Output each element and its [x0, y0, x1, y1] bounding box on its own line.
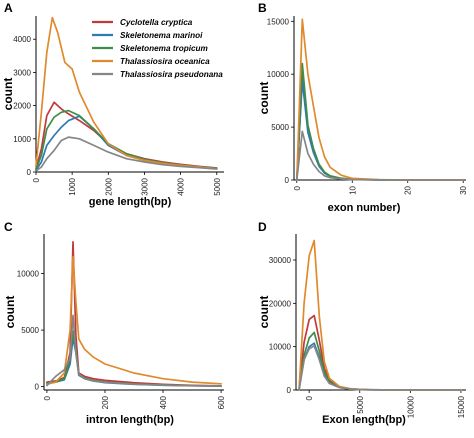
- panel-c-series-line-1: [46, 337, 222, 388]
- legend-label-0: Cyclotella cryptica: [120, 18, 193, 27]
- panel-a-x-tick-label: 3000: [140, 177, 149, 195]
- panel-d: D 0 10000 20000 30000 0 5000 10000 15000 Exon le…: [257, 220, 466, 426]
- panel-a-x-tick-label: 5000: [213, 177, 222, 195]
- panel-c-x-tick-label: 200: [101, 395, 110, 409]
- panel-a-x-tick-label: 1000: [68, 177, 77, 195]
- panel-c: C 0 5000 10000 0 200 400 600 intron length(bp) c…: [3, 220, 226, 426]
- panel-a-y-tick-label: 3000: [13, 68, 31, 77]
- panel-b-x-tick-label: 0: [293, 185, 302, 190]
- panel-a-x-label: gene length(bp): [89, 196, 172, 208]
- panel-c-y-tick-label: 0: [35, 383, 40, 392]
- panel-c-y-tick-label: 10000: [17, 270, 40, 279]
- panel-d-y-tick-label: 30000: [269, 256, 292, 265]
- panel-letter-c: C: [4, 220, 13, 234]
- panel-a-series-line-4: [35, 136, 218, 172]
- panel-d-y-tick-label: 20000: [269, 299, 292, 308]
- panel-b-x-tick-label: 30: [459, 185, 468, 194]
- panel-b-y-tick-label: 15000: [267, 17, 290, 26]
- panel-d-axes: 0 10000 20000 30000 0 5000 10000 15000 Exon leng…: [257, 234, 466, 426]
- panel-c-axes: 0 5000 10000 0 200 400 600 intron length(bp) cou…: [3, 234, 226, 426]
- panel-a-y-tick-label: 4000: [13, 35, 31, 44]
- panel-d-y-label: count: [257, 296, 271, 329]
- panel-b-y-tick-label: 10000: [267, 70, 290, 79]
- panel-b-series-line-3: [295, 18, 465, 181]
- panel-c-x-label: intron length(bp): [86, 414, 174, 426]
- legend-label-2: Skeletonema tropicum: [120, 44, 208, 53]
- panel-d-x-tick-label: 15000: [457, 395, 466, 418]
- panel-b-x-tick-label: 10: [348, 185, 357, 194]
- legend-label-3: Thalassiosira oceanica: [120, 57, 210, 66]
- panel-b-series-line-0: [295, 75, 465, 181]
- panel-b-x-label: exon number): [328, 202, 401, 214]
- panel-c-x-tick-label: 400: [159, 395, 168, 409]
- panel-d-x-tick-label: 10000: [406, 395, 415, 418]
- legend-label-1: Skeletonema marinoi: [120, 31, 203, 40]
- panel-a-series-line-1: [35, 115, 218, 172]
- panel-a-x-tick-label: 2000: [104, 177, 113, 195]
- panel-b-series: [295, 18, 465, 181]
- panel-d-x-tick-label: 0: [305, 395, 314, 400]
- panel-a-series-line-3: [35, 16, 218, 170]
- panel-d-y-tick-label: 10000: [269, 343, 292, 352]
- panel-b-series-line-4: [295, 130, 465, 181]
- panel-d-series: [298, 239, 462, 391]
- panel-b-axes: 0 5000 10000 15000 0 10 20 30 exon number) count: [257, 16, 468, 214]
- panel-b-y-tick-label: 5000: [271, 123, 289, 132]
- panel-b-x-tick-label: 20: [404, 185, 413, 194]
- panel-a-x-tick-label: 0: [32, 177, 41, 182]
- panel-b-series-line-1: [295, 79, 465, 181]
- panel-a: A 0 1000 2000 3000 4000 0 1000 2000 3000 4000 5000…: [1, 1, 224, 208]
- panel-c-series: [46, 241, 222, 388]
- panel-b: B 0 5000 10000 15000 0 10 20 30 exon number) coun…: [257, 1, 468, 214]
- legend-label-4: Thalassiosira pseudonana: [120, 70, 223, 79]
- panel-c-y-label: count: [3, 296, 17, 329]
- panel-c-x-tick-label: 0: [43, 395, 52, 400]
- panel-d-series-line-4: [298, 344, 462, 391]
- panel-a-axes: 0 1000 2000 3000 4000 0 1000 2000 3000 4000 5000 ge…: [1, 16, 224, 208]
- panel-c-y-tick-label: 5000: [21, 326, 39, 335]
- panel-c-series-line-4: [46, 314, 222, 387]
- panel-c-series-line-3: [46, 255, 222, 386]
- panel-a-y-tick-label: 1000: [13, 135, 31, 144]
- panel-letter-d: D: [258, 220, 267, 234]
- panel-letter-b: B: [258, 1, 267, 15]
- panel-letter-a: A: [4, 1, 13, 15]
- panel-a-y-label: count: [1, 78, 15, 111]
- panel-d-y-tick-label: 0: [287, 386, 292, 395]
- panel-d-x-label: Exon length(bp): [322, 414, 406, 426]
- panel-a-series: [35, 16, 218, 172]
- panel-a-y-tick-label: 2000: [13, 102, 31, 111]
- panel-d-x-tick-label: 5000: [356, 395, 365, 413]
- panel-b-y-label: count: [257, 82, 271, 115]
- panel-b-y-tick-label: 0: [285, 176, 290, 185]
- legend: Cyclotella cryptica Skeletonema marinoi …: [92, 18, 223, 79]
- panel-c-x-tick-label: 600: [217, 395, 226, 409]
- panel-a-x-tick-label: 4000: [177, 177, 186, 195]
- panel-a-y-tick-label: 0: [27, 168, 32, 177]
- panel-b-series-line-2: [295, 62, 465, 181]
